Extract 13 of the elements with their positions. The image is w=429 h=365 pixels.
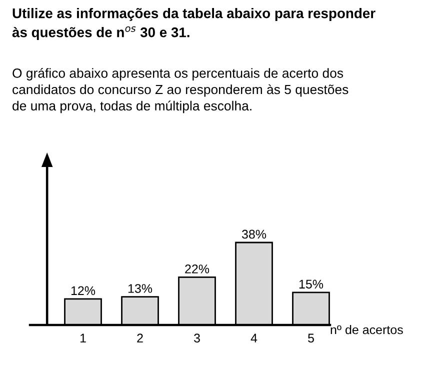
data-label: 15% bbox=[299, 280, 324, 289]
x-tick-label: 2 bbox=[137, 334, 143, 342]
data-label: 12% bbox=[71, 286, 96, 296]
chart-title: Utilize as informações da tabela abaixo para responder às questões de n$^{os}$ 30 e 31. bbox=[12, 8, 376, 40]
data-label: 22% bbox=[185, 264, 210, 274]
x-tick-label: 4 bbox=[250, 334, 258, 342]
x-tick-label: 1 bbox=[80, 334, 86, 342]
x-axis-title: nº de acertos bbox=[330, 325, 403, 334]
x-tick-label: 3 bbox=[194, 334, 200, 343]
x-tick-label: 5 bbox=[308, 334, 314, 343]
chart-subtitle: O gráfico abaixo apresenta os percentuais de acerto dos candidatos do concurso Z ao responderem às 5 questões de uma prova, todas de múltipla escolha. bbox=[12, 68, 348, 114]
data-label: 38% bbox=[242, 230, 266, 239]
data-label: 13% bbox=[128, 284, 152, 293]
